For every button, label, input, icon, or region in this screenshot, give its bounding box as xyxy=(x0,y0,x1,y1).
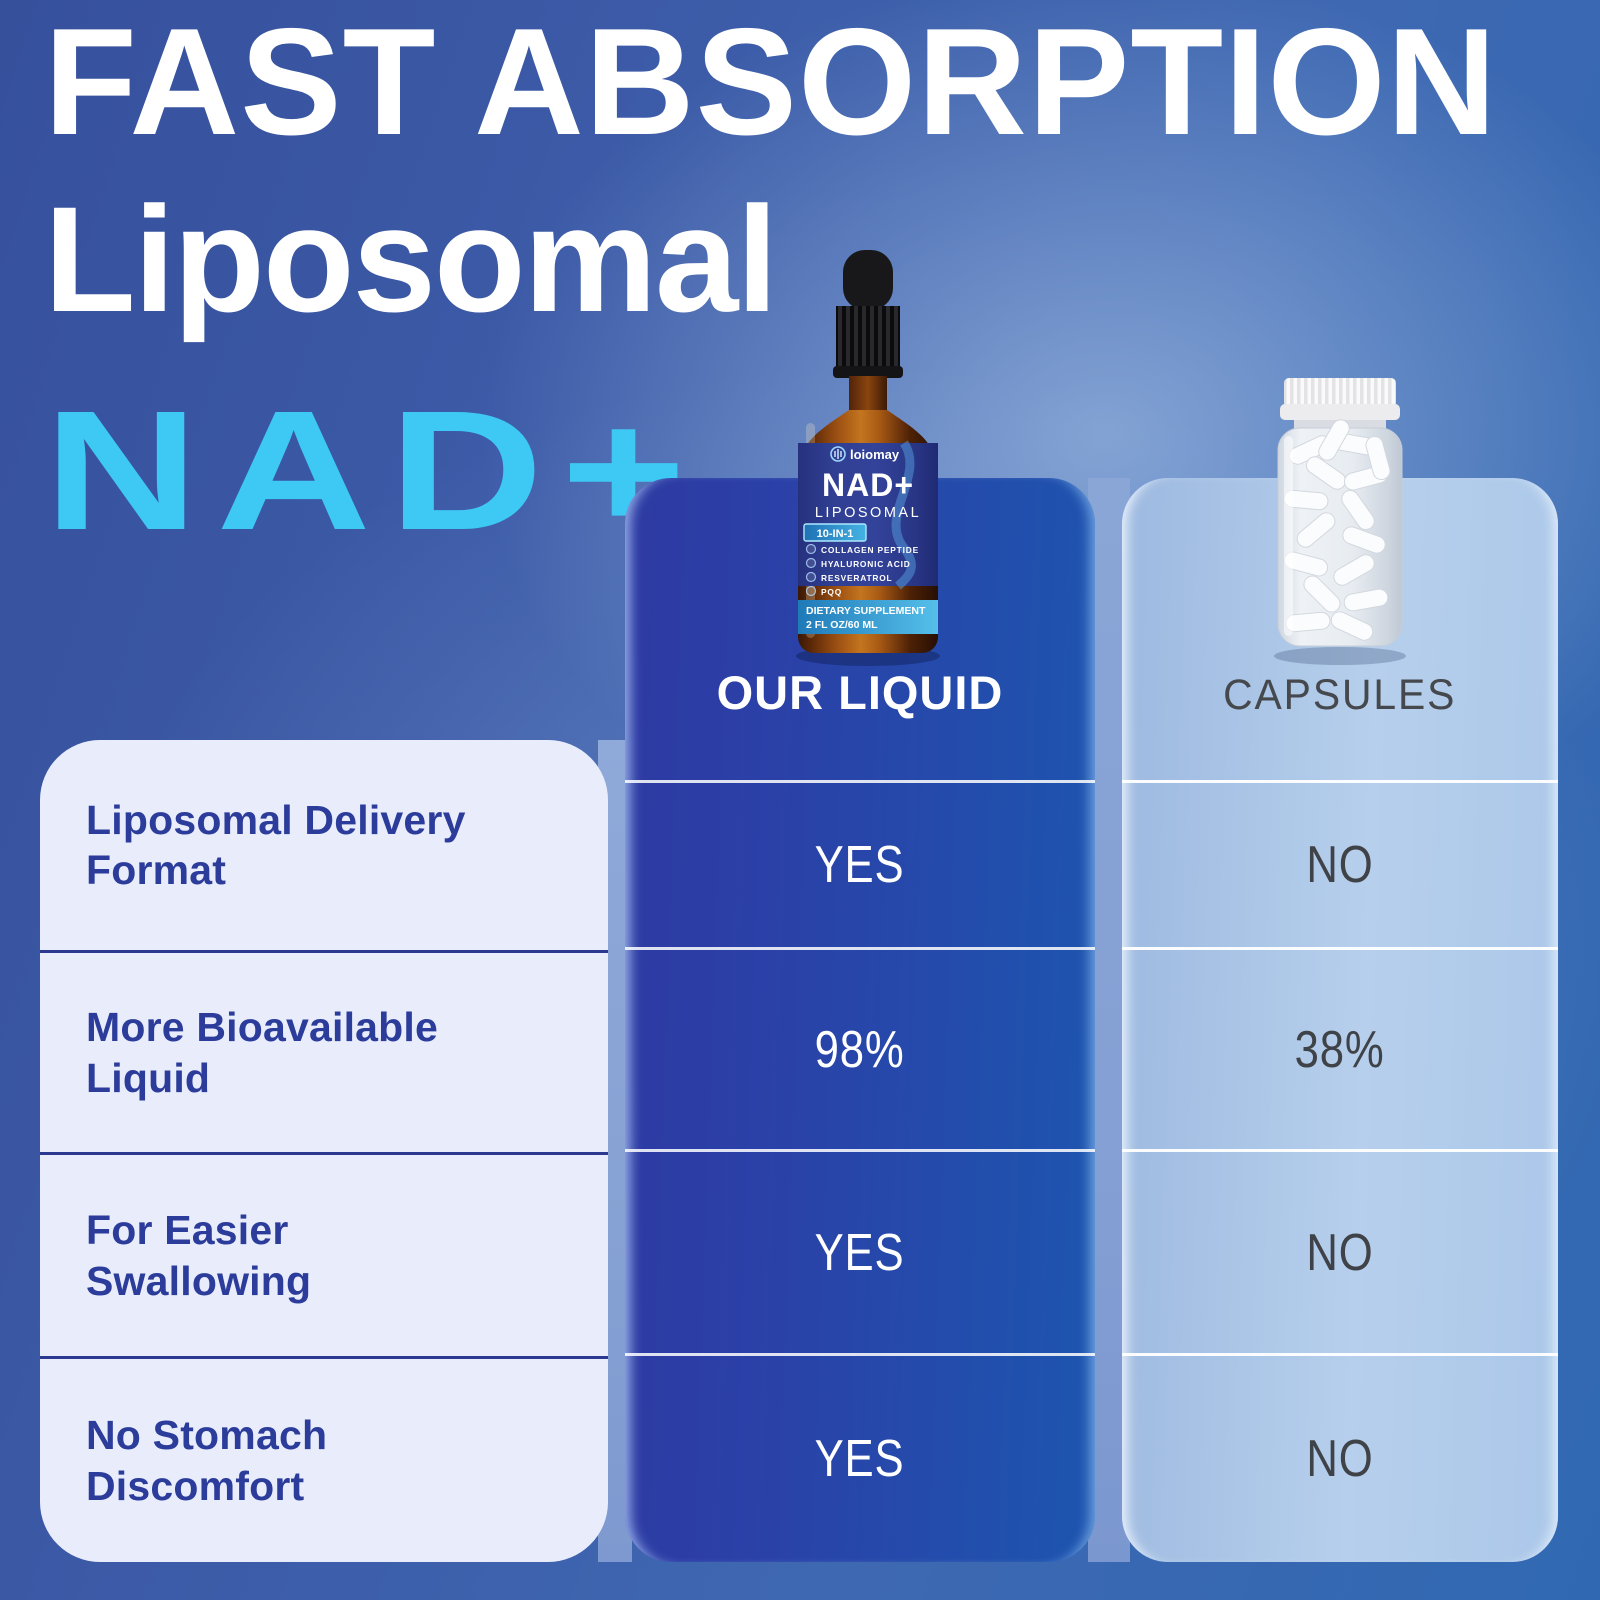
capsules-cell-row3: NO xyxy=(1122,1149,1558,1353)
capsules-column-header: CAPSULES xyxy=(1223,671,1457,719)
row-label-text: No Stomach xyxy=(86,1412,328,1459)
capsules-value-2: 38% xyxy=(1295,1020,1385,1079)
row-label-text: Discomfort xyxy=(86,1462,305,1509)
row-label-text: More Bioavailable xyxy=(86,1004,439,1051)
capsules-cell-row2: 38% xyxy=(1122,947,1558,1149)
capsule-bottle-image xyxy=(1274,378,1406,665)
ingredient-4: PQQ xyxy=(821,587,842,597)
capsule-bottle-shadow xyxy=(1274,647,1406,665)
capsules-column: CAPSULES NO 38% NO NO xyxy=(1122,478,1558,1562)
liquid-value-2: 98% xyxy=(815,1020,905,1079)
liquid-cell-row2: 98% xyxy=(625,947,1095,1149)
label-product-name: NAD+ xyxy=(822,467,914,503)
label-main xyxy=(798,443,938,586)
label-badge xyxy=(803,523,867,542)
capsule-bottle-highlight xyxy=(1284,436,1293,636)
row-label-text: Format xyxy=(86,847,227,893)
liquid-value-3: YES xyxy=(815,1223,905,1282)
title-nad-text: NAD+ xyxy=(44,376,704,566)
row-label-liposomal-delivery: Liposomal Delivery Format xyxy=(40,740,608,950)
capsules-column-header-cell: CAPSULES xyxy=(1122,478,1558,780)
dropper-bulb xyxy=(843,250,893,310)
comparison-labels-panel: Liposomal Delivery Format More Bioavaila… xyxy=(40,740,608,1562)
ingredient-3: RESVERATROL xyxy=(821,573,892,583)
liquid-cell-row4: YES xyxy=(625,1353,1095,1562)
label-supplement-type: DIETARY SUPPLEMENT xyxy=(806,605,926,617)
ingredient-1: COLLAGEN PEPTIDE xyxy=(821,545,919,555)
label-product-form: LIPOSOMAL xyxy=(815,505,921,521)
title-line-2: Liposomal xyxy=(44,175,778,343)
liquid-column: OUR LIQUID YES 98% YES YES xyxy=(625,478,1095,1562)
liquid-value-1: YES xyxy=(815,836,905,894)
capsule-cap-ring xyxy=(1280,404,1400,420)
brand-logo-icon xyxy=(830,446,846,462)
row-label-stomach: No Stomach Discomfort xyxy=(40,1356,608,1562)
ingredient-2: HYALURONIC ACID xyxy=(821,559,911,569)
liquid-column-header-cell: OUR LIQUID xyxy=(625,478,1095,780)
row-label-swallowing: For Easier Swallowing xyxy=(40,1152,608,1356)
row-label-text: Liquid xyxy=(86,1054,211,1101)
brand-name: loiomay xyxy=(850,447,900,462)
capsules-value-3: NO xyxy=(1306,1223,1374,1282)
label-volume: 2 FL OZ/60 ML xyxy=(806,619,878,631)
liquid-column-header: OUR LIQUID xyxy=(716,666,1004,719)
dropper-collar xyxy=(836,306,900,368)
title-line-3: NAD+ xyxy=(44,386,686,556)
capsules-value-1: NO xyxy=(1306,836,1374,894)
dropper-bottle-graphic: loiomay NAD+ LIPOSOMAL 10-IN-1 COLLAGEN … xyxy=(796,250,940,666)
label-bottom-band xyxy=(798,600,938,634)
dropper-bottle-image: loiomay NAD+ LIPOSOMAL 10-IN-1 COLLAGEN … xyxy=(796,250,940,666)
liquid-cell-row1: YES xyxy=(625,780,1095,947)
row-label-text: Swallowing xyxy=(86,1257,312,1304)
capsules-cell-row4: NO xyxy=(1122,1353,1558,1562)
title-line-1: FAST ABSORPTION xyxy=(44,0,1498,167)
row-label-bioavailable: More Bioavailable Liquid xyxy=(40,950,608,1152)
row-label-text: Liposomal Delivery xyxy=(86,796,466,843)
liquid-cell-row3: YES xyxy=(625,1149,1095,1353)
liquid-value-4: YES xyxy=(815,1430,905,1488)
capsule-bottle-graphic xyxy=(1274,378,1406,665)
capsules-cell-row1: NO xyxy=(1122,780,1558,947)
ingredient-bullet-icons xyxy=(805,543,817,597)
capsule-pills xyxy=(1283,419,1391,641)
capsules-value-4: NO xyxy=(1306,1430,1374,1488)
row-label-text: For Easier xyxy=(86,1207,289,1254)
label-badge-text: 10-IN-1 xyxy=(817,528,854,540)
dropper-collar-lip xyxy=(833,366,903,378)
label-dna-swirl xyxy=(891,440,916,590)
capsule-cap xyxy=(1284,378,1396,408)
